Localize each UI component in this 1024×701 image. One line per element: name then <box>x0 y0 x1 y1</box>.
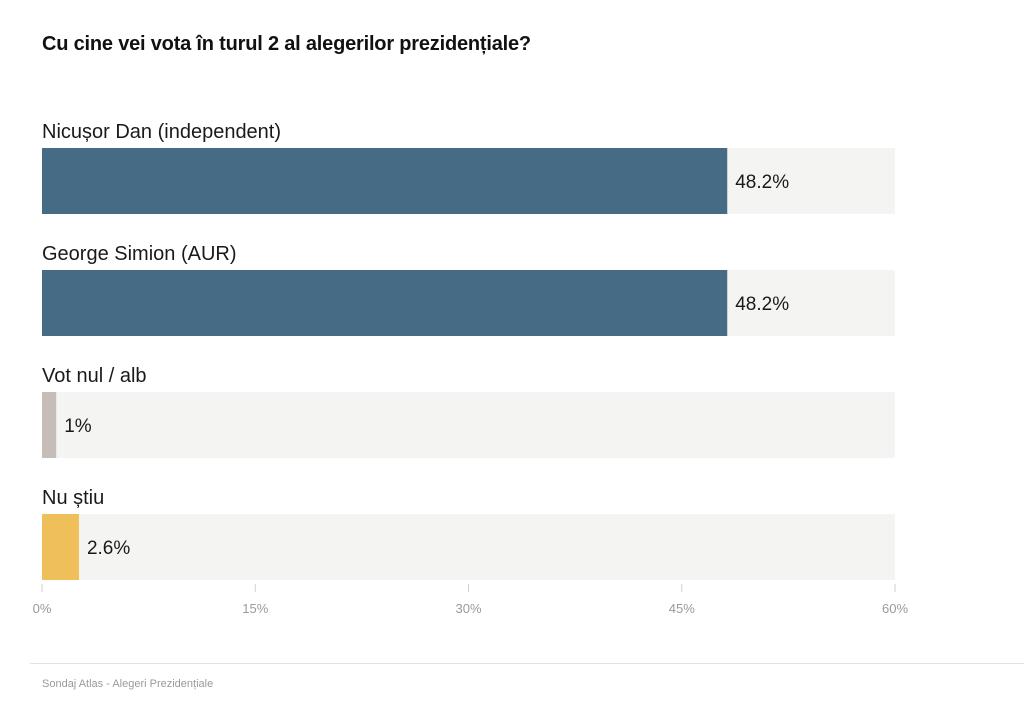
bar-value-label: 48.2% <box>735 294 789 315</box>
x-tick-label: 30% <box>455 601 481 616</box>
bar <box>42 392 57 458</box>
x-tick-label: 60% <box>882 601 908 616</box>
bar-value-label: 1% <box>64 416 92 437</box>
bar <box>42 270 728 336</box>
x-tick-label: 0% <box>33 601 52 616</box>
category-label: George Simion (AUR) <box>42 243 237 265</box>
x-tick-label: 15% <box>242 601 268 616</box>
bar <box>42 148 728 214</box>
chart-title: Cu cine vei vota în turul 2 al alegerilo… <box>42 33 531 55</box>
category-label: Nicușor Dan (independent) <box>42 121 281 143</box>
x-tick-label: 45% <box>669 601 695 616</box>
bar-track <box>42 514 895 580</box>
category-label: Nu știu <box>42 487 104 509</box>
bar <box>42 514 79 580</box>
source-note: Sondaj Atlas - Alegeri Prezidențiale <box>42 678 214 690</box>
bar-value-label: 2.6% <box>87 538 130 559</box>
footer-divider <box>30 663 1024 664</box>
bar-track <box>42 392 895 458</box>
bar-value-label: 48.2% <box>735 172 789 193</box>
category-label: Vot nul / alb <box>42 365 147 387</box>
